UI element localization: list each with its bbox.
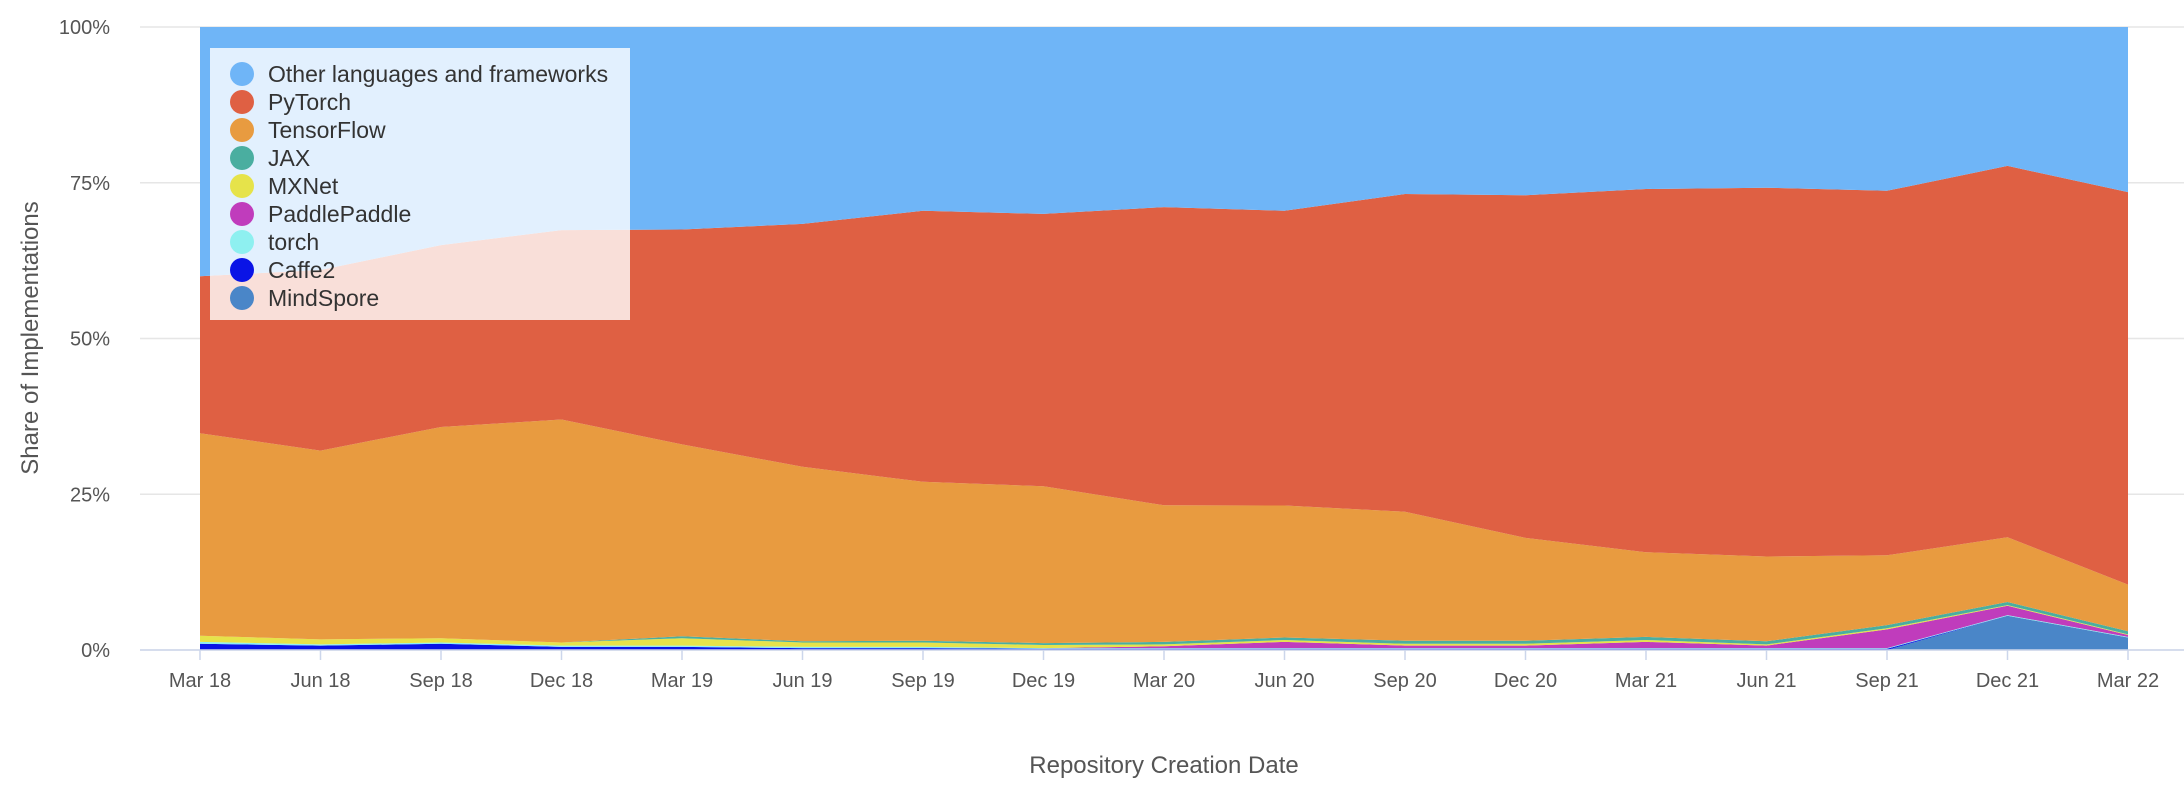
area-pytorch: [200, 165, 2128, 585]
x-tick-label: Dec 18: [530, 670, 593, 692]
x-tick-label: Jun 21: [1736, 670, 1796, 692]
x-tick-label: Mar 19: [651, 670, 713, 692]
legend-marker-mindspore: [230, 286, 254, 310]
y-tick-label: 0%: [81, 640, 110, 662]
area-caffe2: [200, 615, 2128, 650]
x-tick-label: Jun 19: [772, 670, 832, 692]
x-tick-label: Sep 20: [1373, 670, 1436, 692]
x-tick-label: Mar 22: [2097, 670, 2159, 692]
y-tick-label: 50%: [70, 329, 110, 351]
legend-label-mxnet: MXNet: [268, 173, 339, 199]
legend-label-jax: JAX: [268, 145, 310, 171]
legend-marker-tensorflow: [230, 118, 254, 142]
legend-marker-jax: [230, 146, 254, 170]
x-tick-label: Mar 21: [1615, 670, 1677, 692]
x-tick-label: Sep 19: [891, 670, 954, 692]
legend-marker-torch: [230, 230, 254, 254]
x-tick-label: Jun 20: [1254, 670, 1314, 692]
x-axis-title: Repository Creation Date: [1029, 752, 1298, 779]
legend-marker-caffe2: [230, 258, 254, 282]
area-mindspore: [200, 615, 2128, 650]
x-tick-label: Mar 18: [169, 670, 231, 692]
y-tick-label: 25%: [70, 484, 110, 506]
x-tick-label: Dec 20: [1494, 670, 1557, 692]
y-axis-title: Share of Implementations: [17, 201, 44, 474]
legend-marker-pytorch: [230, 90, 254, 114]
area-series-group: [200, 27, 2128, 650]
area-tensorflow: [200, 419, 2128, 644]
area-other-languages-and-frameworks: [200, 27, 2128, 277]
x-tick-label: Dec 21: [1976, 670, 2039, 692]
x-tick-label: Mar 20: [1133, 670, 1195, 692]
legend-label-mindspore: MindSpore: [268, 285, 379, 311]
legend-marker-mxnet: [230, 174, 254, 198]
legend-label-other-languages-and-frameworks: Other languages and frameworks: [268, 61, 608, 87]
x-tick-label: Dec 19: [1012, 670, 1075, 692]
legend-marker-paddlepaddle: [230, 202, 254, 226]
legend-marker-other-languages-and-frameworks: [230, 62, 254, 86]
x-tick-label: Jun 18: [290, 670, 350, 692]
legend-label-tensorflow: TensorFlow: [268, 117, 386, 143]
x-tick-label: Sep 21: [1855, 670, 1918, 692]
legend: Other languages and frameworksPyTorchTen…: [210, 48, 630, 320]
legend-label-caffe2: Caffe2: [268, 257, 335, 283]
legend-label-paddlepaddle: PaddlePaddle: [268, 201, 411, 227]
legend-label-pytorch: PyTorch: [268, 89, 351, 115]
legend-box: [210, 48, 630, 320]
axes: Mar 18 Jun 18 Sep 18 Dec 18 Mar 19 Jun 19 Sep …: [59, 17, 2184, 692]
y-tick-label: 100%: [59, 17, 110, 39]
y-tick-label: 75%: [70, 173, 110, 195]
legend-label-torch: torch: [268, 229, 319, 255]
x-tick-label: Sep 18: [409, 670, 472, 692]
